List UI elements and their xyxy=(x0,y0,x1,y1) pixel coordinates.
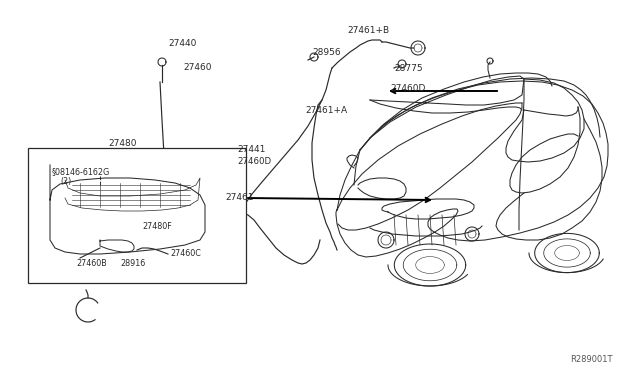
Text: 27460B: 27460B xyxy=(76,259,107,267)
Text: 27461+A: 27461+A xyxy=(305,106,347,115)
Text: 28916: 28916 xyxy=(120,259,145,267)
Text: 27460D: 27460D xyxy=(237,157,271,166)
Text: 27480F: 27480F xyxy=(142,221,172,231)
Text: R289001T: R289001T xyxy=(570,356,612,365)
Text: 27461+B: 27461+B xyxy=(347,26,389,35)
Text: (2): (2) xyxy=(60,176,71,186)
Text: 27460: 27460 xyxy=(183,62,211,71)
Text: 27440: 27440 xyxy=(168,38,196,48)
Text: 27461: 27461 xyxy=(225,192,253,202)
Text: 27480: 27480 xyxy=(108,138,136,148)
Text: §08146-6162G: §08146-6162G xyxy=(52,167,110,176)
Text: 27441: 27441 xyxy=(237,144,266,154)
Text: 27460C: 27460C xyxy=(170,250,201,259)
Bar xyxy=(28,148,246,283)
Text: 27460D: 27460D xyxy=(390,83,426,93)
Text: 28956: 28956 xyxy=(312,48,340,57)
Text: 28775: 28775 xyxy=(394,64,422,73)
